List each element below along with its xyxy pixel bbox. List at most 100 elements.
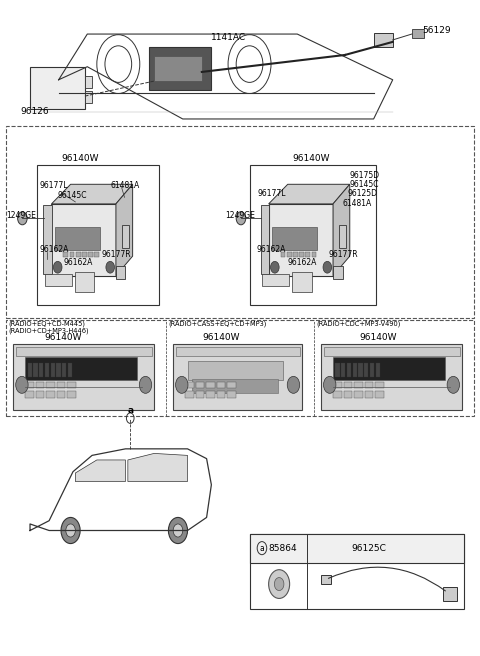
Text: 96162A: 96162A — [63, 258, 93, 267]
Bar — [192, 379, 278, 394]
Bar — [250, 534, 464, 563]
Circle shape — [18, 212, 27, 225]
Text: 96140W: 96140W — [45, 333, 82, 342]
Circle shape — [269, 569, 289, 598]
Bar — [412, 29, 424, 38]
Circle shape — [236, 212, 246, 225]
Bar — [13, 344, 154, 409]
Bar — [36, 392, 44, 398]
Bar — [6, 319, 474, 416]
Circle shape — [66, 524, 75, 537]
Text: 96175D: 96175D — [350, 171, 380, 180]
Text: 61481A: 61481A — [343, 199, 372, 209]
Text: (RADIO+CASS+EQ+CD+MP3): (RADIO+CASS+EQ+CD+MP3) — [168, 321, 267, 327]
Bar — [333, 392, 342, 398]
Circle shape — [139, 377, 152, 394]
Text: (RADIO+EQ+CD-M445): (RADIO+EQ+CD-M445) — [9, 321, 85, 327]
Bar — [359, 363, 363, 377]
Bar — [227, 382, 236, 388]
Polygon shape — [269, 184, 350, 204]
Circle shape — [323, 261, 332, 273]
Bar — [269, 204, 333, 276]
Text: a: a — [260, 544, 264, 552]
Bar — [250, 165, 376, 305]
Bar — [370, 363, 374, 377]
Bar — [25, 382, 34, 388]
Bar — [321, 575, 331, 584]
Bar — [196, 392, 204, 398]
Bar — [216, 382, 225, 388]
Text: 96140W: 96140W — [61, 154, 99, 163]
Bar — [344, 382, 352, 388]
Bar — [85, 76, 92, 88]
Bar — [16, 347, 152, 356]
Polygon shape — [128, 453, 188, 482]
Circle shape — [287, 377, 300, 394]
Text: a: a — [127, 407, 133, 415]
Bar — [67, 382, 76, 388]
Bar — [62, 363, 66, 377]
Bar — [227, 392, 236, 398]
Text: 1249GE: 1249GE — [6, 211, 36, 220]
Bar — [75, 272, 95, 292]
Bar — [364, 382, 373, 388]
Bar — [354, 392, 363, 398]
Bar — [63, 252, 68, 257]
Circle shape — [447, 377, 459, 394]
Bar — [34, 363, 37, 377]
Bar — [88, 252, 93, 257]
Text: 96140W: 96140W — [293, 154, 330, 163]
Bar — [261, 205, 269, 274]
Bar — [250, 534, 464, 609]
Bar — [46, 382, 55, 388]
Bar — [116, 266, 125, 279]
Bar — [375, 392, 384, 398]
Text: 85864: 85864 — [269, 544, 297, 552]
Bar — [375, 382, 384, 388]
Bar — [344, 392, 352, 398]
Circle shape — [176, 377, 188, 394]
Bar — [37, 165, 159, 305]
Bar — [281, 252, 285, 257]
Bar — [206, 392, 215, 398]
Bar — [28, 363, 32, 377]
Bar — [70, 252, 74, 257]
Text: 96140W: 96140W — [360, 333, 397, 342]
Text: (RADIO+CDC+MP3-V490): (RADIO+CDC+MP3-V490) — [316, 321, 401, 327]
Text: 96162A: 96162A — [288, 258, 317, 267]
Bar — [443, 586, 457, 601]
Text: 96162A: 96162A — [257, 245, 286, 254]
Text: 56129: 56129 — [423, 26, 451, 35]
Bar — [122, 225, 129, 248]
Bar — [272, 227, 317, 250]
Circle shape — [275, 577, 284, 590]
Text: 96140W: 96140W — [202, 333, 240, 342]
Text: 61481A: 61481A — [110, 181, 140, 190]
Bar — [339, 225, 347, 248]
Bar — [173, 344, 302, 409]
Bar — [30, 67, 85, 109]
Bar — [375, 363, 380, 377]
Bar — [45, 363, 49, 377]
Bar — [333, 382, 342, 388]
Circle shape — [173, 524, 183, 537]
Bar — [95, 252, 99, 257]
Bar — [364, 363, 368, 377]
Bar — [354, 382, 363, 388]
Bar — [292, 272, 312, 292]
Bar — [154, 56, 202, 81]
Bar — [56, 363, 60, 377]
Bar — [364, 392, 373, 398]
Bar — [324, 347, 459, 356]
Bar — [287, 252, 291, 257]
Bar — [51, 204, 116, 276]
Polygon shape — [333, 184, 350, 276]
Circle shape — [168, 518, 188, 544]
Bar — [333, 266, 343, 279]
Bar — [293, 252, 298, 257]
Bar — [188, 361, 283, 380]
Bar — [312, 252, 316, 257]
Bar — [55, 227, 100, 250]
Text: 96177R: 96177R — [102, 250, 131, 258]
Bar — [263, 274, 288, 285]
